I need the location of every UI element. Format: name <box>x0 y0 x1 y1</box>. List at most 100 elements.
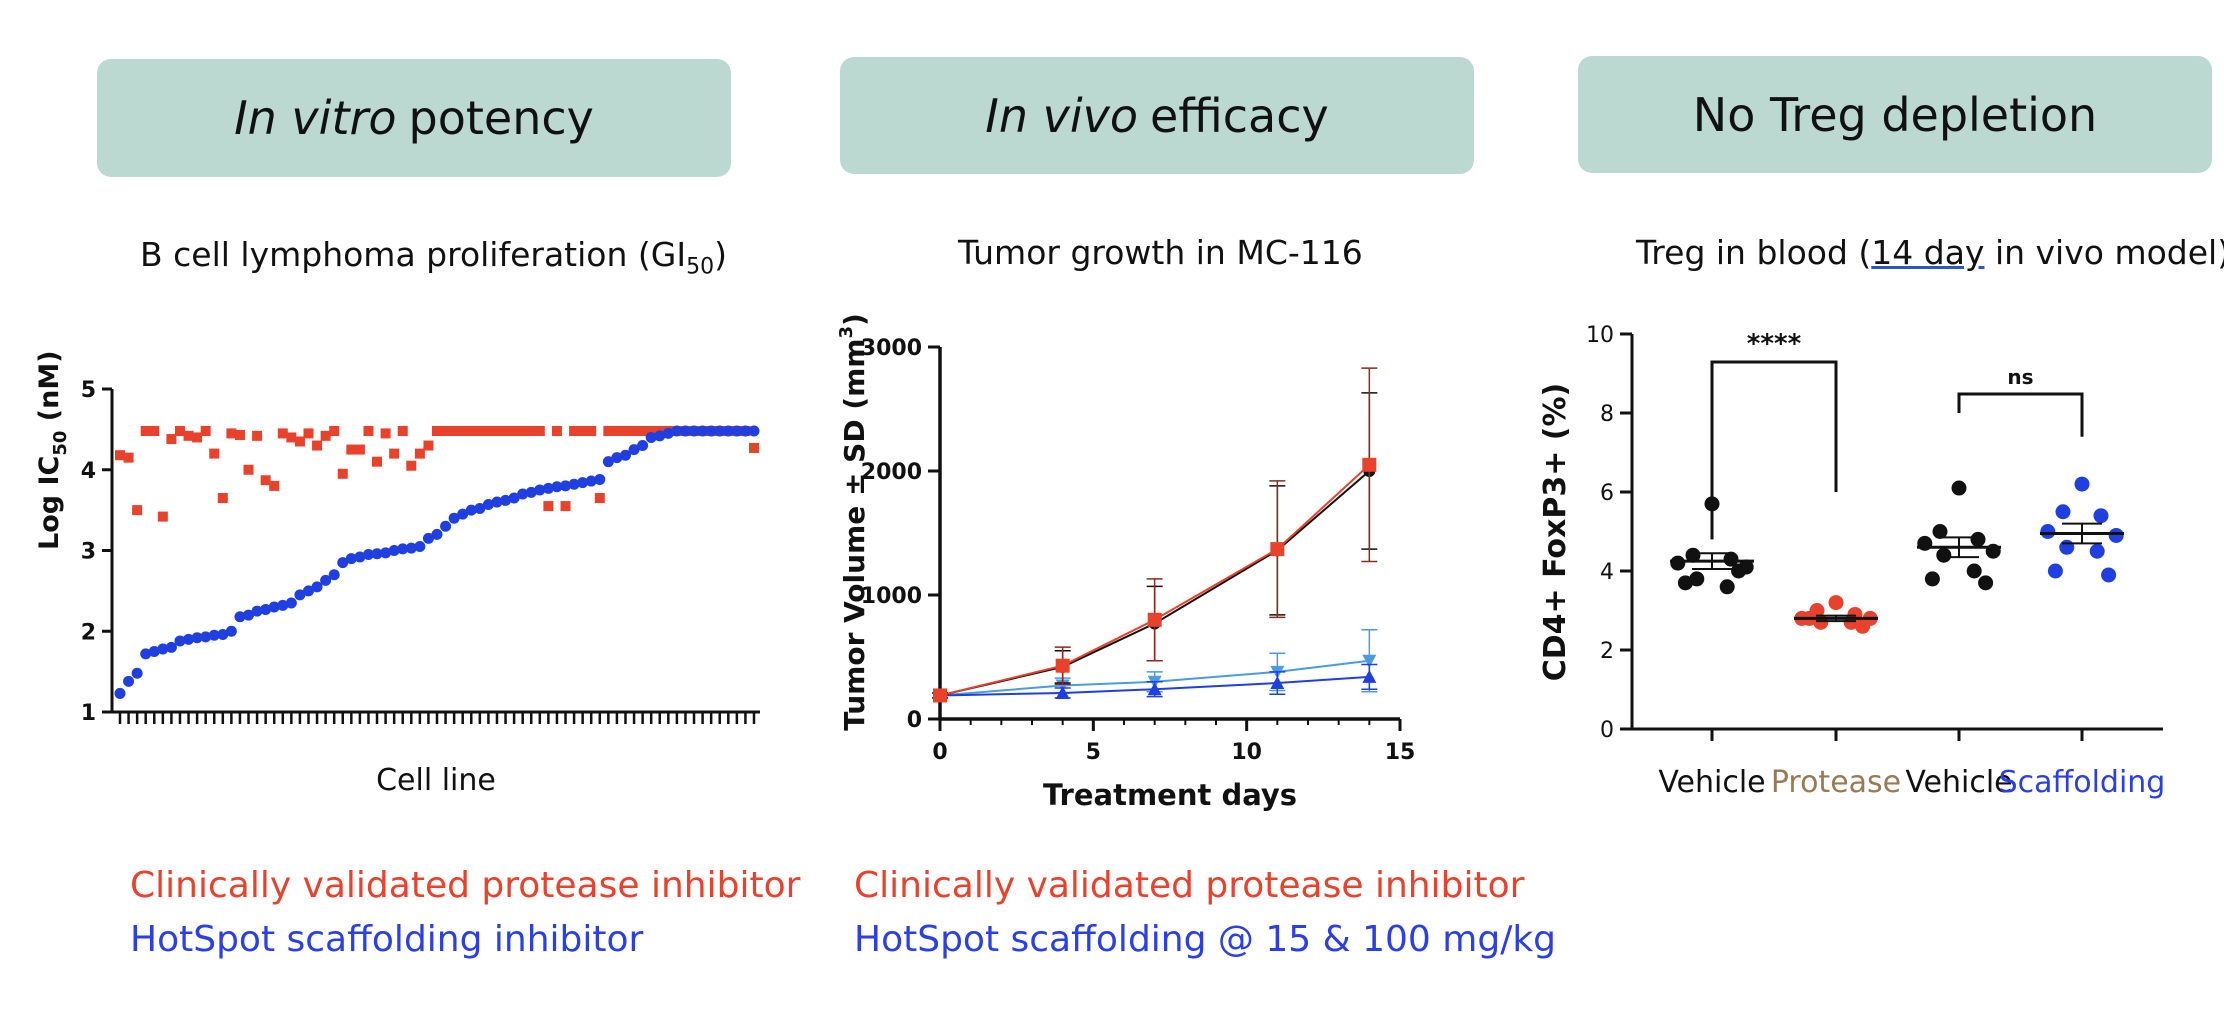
subtitle-underlined: 14 day <box>1871 233 1985 272</box>
chart3-point <box>1978 575 1994 591</box>
chart1-point-protease <box>457 425 468 436</box>
chart1-point-scaffolding <box>654 430 666 442</box>
chart1-point-scaffolding <box>123 675 135 687</box>
panel-banner-treg: No Treg depletion <box>1578 56 2212 173</box>
chart1-point-scaffolding <box>225 625 237 637</box>
chart1-ytick-label: 3 <box>81 540 96 565</box>
chart1-point-scaffolding <box>328 569 340 581</box>
chart1-point-protease <box>491 425 502 436</box>
chart1-point-protease <box>252 430 263 441</box>
chart3-ylabel: CD4+ FoxP3+ (%) <box>1538 383 1573 682</box>
chart1-point-scaffolding <box>440 520 452 532</box>
chart1-point-protease <box>620 425 631 436</box>
chart1-point-protease <box>594 493 605 504</box>
chart1-point-protease <box>500 425 511 436</box>
chart3-point <box>1677 575 1693 591</box>
chart2-point-protease <box>1055 658 1070 673</box>
chart1-point-scaffolding <box>731 425 743 437</box>
chart1-point-scaffolding <box>260 603 272 615</box>
banner-text: potency <box>408 91 594 145</box>
chart1-point-scaffolding <box>397 543 409 555</box>
chart1-point-scaffolding <box>465 504 477 516</box>
chart1-point-protease <box>337 468 348 479</box>
chart3-ytick-label: 0 <box>1600 718 1614 743</box>
chart2-ylabel-end: ) <box>838 313 871 326</box>
chart1-ytick-label: 1 <box>81 701 96 726</box>
chart1-point-protease <box>209 448 220 459</box>
chart1-xlabel: Cell line <box>376 763 496 798</box>
chart1-point-protease <box>406 460 417 471</box>
chart1-point-scaffolding <box>388 545 400 556</box>
chart3-point <box>1689 571 1705 587</box>
chart1-point-scaffolding <box>157 643 169 655</box>
chart3-point <box>2089 543 2105 559</box>
chart3-point <box>1951 480 1967 496</box>
chart1-plot: 1 2 3 4 5 <box>81 378 760 726</box>
chart1-point-scaffolding <box>525 486 537 498</box>
chart1-point-protease <box>243 464 254 475</box>
chart3-point <box>2108 527 2124 543</box>
chart1-point-scaffolding <box>542 482 554 494</box>
chart2-point-protease <box>1362 457 1377 472</box>
chart1-point-scaffolding <box>662 427 674 439</box>
chart3-point <box>1731 563 1747 579</box>
chart1-point-scaffolding <box>354 551 366 563</box>
chart2-xlabel: Treatment days <box>1043 778 1297 812</box>
chart3-category-label: Vehicle <box>1905 765 2012 800</box>
chart1-point-scaffolding <box>602 456 614 468</box>
subtitle-treg: Treg in blood (14 day in vivo model) <box>1636 233 2224 272</box>
chart1-point-protease <box>637 425 648 436</box>
subtitle-in-vitro: B cell lymphoma proliferation (GI50) <box>140 235 727 280</box>
chart1-point-protease <box>115 450 125 461</box>
legend-red-left: Clinically validated protease inhibitor <box>130 865 801 906</box>
chart1-point-protease <box>397 425 408 436</box>
chart1-point-scaffolding <box>174 635 186 647</box>
chart2-xtick-label: 15 <box>1385 740 1416 765</box>
chart3-point <box>2040 524 2056 539</box>
chart3-category-label: Protease <box>1771 765 1901 800</box>
chart3-point <box>1719 579 1735 595</box>
chart1-point-scaffolding <box>191 632 203 644</box>
chart1-point-protease <box>303 428 314 439</box>
chart1-point-scaffolding <box>577 477 589 489</box>
panel-banner-in-vitro: In vitro potency <box>97 59 731 177</box>
chart1-point-protease <box>174 425 185 436</box>
chart1-point-protease <box>312 440 323 451</box>
chart2-ytick-label: 1000 <box>861 584 922 609</box>
chart1-ylabel: Log IC50 (nM) <box>34 350 71 550</box>
chart3-significance-label: ns <box>2007 365 2033 389</box>
chart2-point-protease <box>1270 542 1285 557</box>
chart1-point-protease <box>329 425 340 436</box>
chart1-point-scaffolding <box>183 633 195 645</box>
chart1-point-scaffolding <box>474 503 486 515</box>
chart1-point-scaffolding <box>200 631 212 643</box>
chart3-point <box>2074 476 2090 492</box>
chart1-point-scaffolding <box>148 645 160 657</box>
chart1-point-scaffolding <box>448 512 460 524</box>
chart1-point-protease <box>286 432 297 443</box>
chart1-point-protease <box>474 425 485 436</box>
chart1-point-scaffolding <box>637 440 649 452</box>
chart2-point-scaffolding-100 <box>1270 676 1285 690</box>
chart1-point-protease <box>192 432 203 443</box>
chart1-point-protease <box>551 425 562 436</box>
chart1-point-scaffolding <box>114 687 126 699</box>
chart1-point-scaffolding <box>320 574 332 586</box>
chart3-ytick-label: 2 <box>1600 639 1614 664</box>
chart1-ytick-label: 4 <box>81 459 96 484</box>
chart2-ylabel-main: Tumor Volume ± SD (mm <box>838 339 871 731</box>
chart1-point-scaffolding <box>619 449 631 461</box>
chart1-point-scaffolding <box>748 425 760 437</box>
chart1-point-protease <box>577 425 588 436</box>
chart1-point-protease <box>389 448 400 459</box>
chart3-point <box>2047 563 2063 579</box>
chart1-point-protease <box>132 505 143 516</box>
chart3-point <box>1828 595 1844 611</box>
chart2-xtick-label: 5 <box>1086 740 1101 765</box>
panel-banner-in-vivo: In vivo efficacy <box>840 57 1474 174</box>
banner-text: No Treg depletion <box>1692 87 2098 142</box>
chart1-point-scaffolding <box>422 532 434 544</box>
subtitle-end: ) <box>714 235 727 274</box>
chart1-ytick-label: 2 <box>81 620 96 645</box>
chart1-point-protease <box>611 425 622 436</box>
